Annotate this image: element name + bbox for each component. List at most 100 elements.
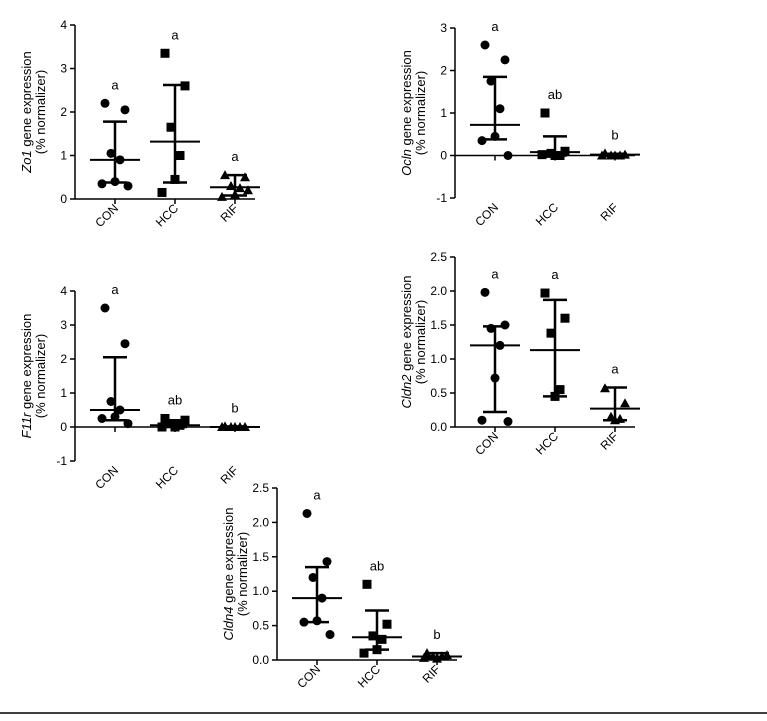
- y-tick-label: 4: [60, 18, 67, 32]
- x-tick-label: CON: [472, 200, 501, 229]
- point: [503, 151, 513, 160]
- y-tick-label: 1: [440, 106, 447, 120]
- significance-letter: ab: [168, 393, 182, 408]
- point: [100, 303, 110, 313]
- y-axis-label: Cldn4 gene expression: [221, 508, 236, 641]
- y-axis-label-2: (% normalizer): [33, 70, 48, 155]
- point: [620, 398, 630, 408]
- y-tick-label: -1: [436, 191, 447, 205]
- significance-letter: ab: [548, 87, 562, 102]
- significance-letter: a: [491, 19, 499, 34]
- point: [500, 55, 510, 65]
- significance-letter: b: [433, 627, 440, 642]
- point: [243, 185, 253, 195]
- x-tick-label: HCC: [533, 200, 562, 229]
- y-tick-label: 1.5: [252, 550, 269, 564]
- y-tick-label: 2: [60, 105, 67, 119]
- point: [540, 108, 550, 118]
- x-tick-label: HCC: [533, 429, 562, 458]
- significance-letter: a: [171, 27, 179, 42]
- x-tick-label: HCC: [355, 662, 384, 691]
- y-tick-label: 3: [60, 62, 67, 76]
- point: [555, 385, 565, 395]
- x-tick-label: CON: [92, 463, 121, 492]
- point: [120, 339, 130, 349]
- point: [486, 76, 496, 86]
- point: [97, 414, 107, 423]
- y-tick-label: 1.0: [430, 352, 447, 366]
- y-axis-label-2: (% normalizer): [413, 71, 428, 156]
- point: [175, 151, 185, 160]
- y-label-gene: Ocln: [399, 149, 414, 176]
- point: [106, 148, 116, 158]
- y-label-gene: Cldn4: [221, 607, 236, 641]
- y-axis-label-2: (% normalizer): [413, 300, 428, 385]
- point: [362, 579, 372, 589]
- y-label-gene: Zo1: [19, 150, 34, 173]
- x-tick-label: CON: [92, 201, 121, 230]
- point: [97, 179, 107, 189]
- point: [302, 508, 312, 518]
- point: [382, 619, 392, 629]
- y-label-rest: gene expression: [19, 314, 34, 413]
- y-tick-label: 2.0: [252, 515, 269, 529]
- significance-letter: b: [611, 127, 618, 142]
- significance-letter: a: [231, 149, 239, 164]
- y-label-rest: gene expression: [221, 508, 236, 607]
- y-label-rest: gene expression: [399, 276, 414, 375]
- point: [540, 288, 550, 298]
- point: [120, 105, 130, 115]
- point: [217, 191, 227, 201]
- x-tick-label: CON: [294, 662, 323, 691]
- point: [166, 122, 176, 132]
- significance-letter: a: [111, 282, 119, 297]
- significance-letter: a: [111, 77, 119, 92]
- point: [325, 630, 335, 640]
- y-axis-label: F11r gene expression: [19, 314, 34, 439]
- y-label-gene: F11r: [19, 412, 34, 438]
- y-tick-label: 0: [440, 149, 447, 163]
- x-tick-label: HCC: [153, 463, 182, 492]
- x-tick-label: RIF: [218, 201, 242, 225]
- point: [322, 557, 332, 567]
- point: [240, 172, 250, 182]
- point: [477, 136, 487, 146]
- y-label-rest: gene expression: [19, 51, 34, 150]
- point: [100, 98, 110, 108]
- point: [500, 320, 510, 330]
- point: [537, 150, 547, 160]
- point: [160, 48, 170, 58]
- y-axis-label: Cldn2 gene expression: [399, 276, 414, 409]
- y-axis-label-2: (% normalizer): [33, 334, 48, 419]
- y-tick-label: 2: [60, 352, 67, 366]
- y-axis-label: Ocln gene expression: [399, 50, 414, 176]
- y-tick-label: 1.0: [252, 584, 269, 598]
- point: [477, 415, 487, 425]
- significance-letter: a: [313, 487, 321, 502]
- point: [308, 572, 318, 582]
- significance-letter: a: [551, 267, 559, 282]
- y-tick-label: 1: [60, 386, 67, 400]
- y-tick-label: 2.5: [430, 250, 447, 264]
- point: [106, 397, 116, 406]
- point: [359, 648, 369, 658]
- x-tick-label: HCC: [153, 201, 182, 230]
- y-tick-label: 2.5: [252, 481, 269, 495]
- significance-letter: a: [611, 362, 619, 377]
- point: [480, 40, 490, 50]
- y-tick-label: 0.0: [252, 653, 269, 667]
- point: [299, 617, 309, 627]
- y-tick-label: 0: [60, 420, 67, 434]
- y-tick-label: 3: [440, 21, 447, 35]
- y-label-gene: Cldn2: [399, 374, 414, 409]
- point: [377, 634, 387, 644]
- y-tick-label: 3: [60, 318, 67, 332]
- y-tick-label: 0.0: [430, 420, 447, 434]
- significance-letter: ab: [370, 558, 384, 573]
- y-axis-label-2: (% normalizer): [235, 532, 250, 617]
- point: [503, 417, 513, 427]
- point: [480, 287, 490, 297]
- point: [160, 414, 170, 423]
- y-tick-label: 2: [440, 64, 447, 78]
